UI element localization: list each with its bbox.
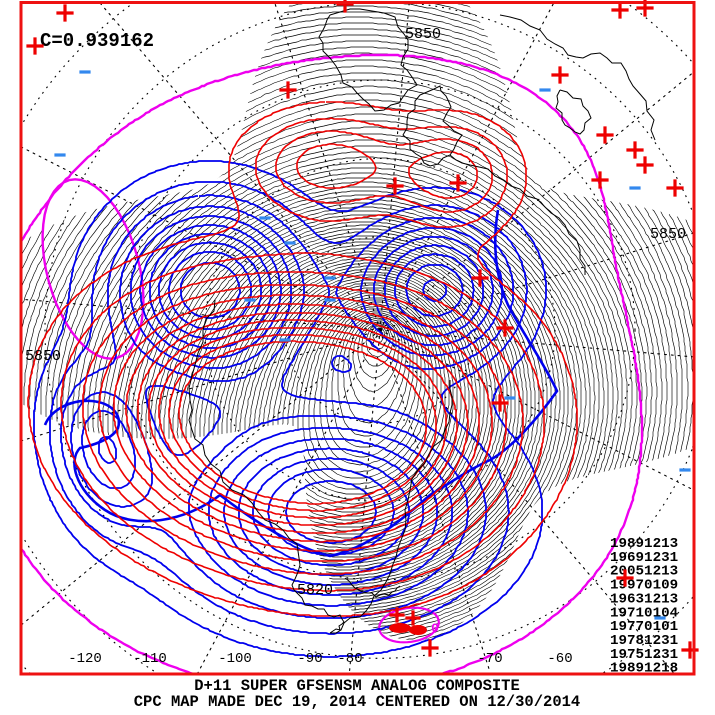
svg-text:-80: -80 — [337, 651, 362, 667]
svg-text:-110: -110 — [133, 651, 167, 667]
svg-text:5850: 5850 — [25, 348, 61, 365]
svg-text:CPC MAP MADE DEC 19, 2014 CENT: CPC MAP MADE DEC 19, 2014 CENTERED ON 12… — [134, 693, 580, 711]
svg-text:-100: -100 — [218, 651, 252, 667]
svg-text:-60: -60 — [547, 651, 572, 667]
svg-text:0: 0 — [431, 621, 439, 636]
svg-text:5820: 5820 — [297, 582, 333, 599]
svg-text:5850: 5850 — [650, 226, 686, 243]
svg-text:5850: 5850 — [405, 26, 441, 43]
svg-text:C=0.939162: C=0.939162 — [40, 30, 154, 52]
svg-text:-90: -90 — [297, 651, 322, 667]
svg-text:-70: -70 — [477, 651, 502, 667]
svg-text:-120: -120 — [68, 651, 102, 667]
